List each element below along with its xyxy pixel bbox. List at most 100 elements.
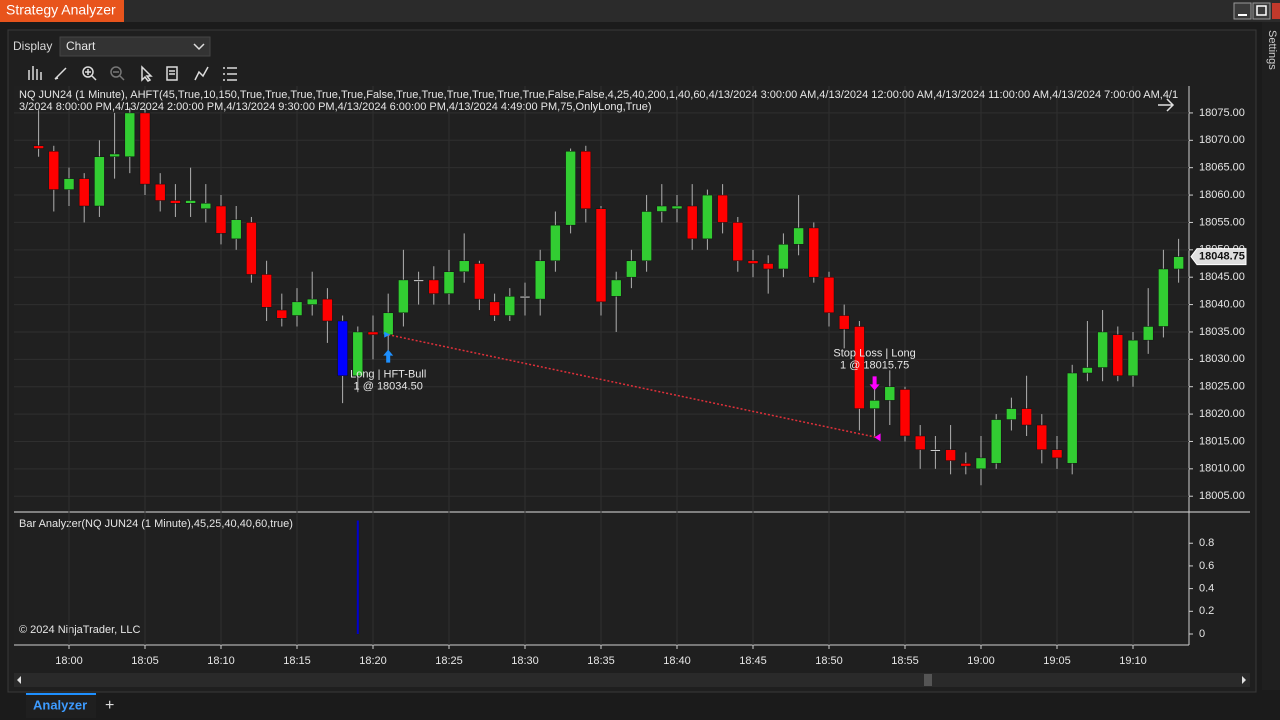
candle-body — [990, 419, 1002, 464]
x-tick-label: 19:00 — [967, 655, 995, 667]
candle-body — [94, 156, 105, 207]
candle-body — [474, 263, 485, 300]
x-tick-label: 18:45 — [739, 655, 767, 667]
y-tick-label: 18030.00 — [1199, 353, 1245, 365]
candle-body — [215, 205, 227, 234]
y-tick-label: 18010.00 — [1199, 463, 1245, 475]
display-value: Chart — [66, 39, 96, 53]
y-tick-label: 18045.00 — [1199, 271, 1245, 283]
x-tick-label: 18:25 — [435, 655, 463, 667]
candle-body — [717, 194, 728, 223]
y-tick-label: 18020.00 — [1199, 408, 1245, 420]
settings-sidebar — [1262, 22, 1280, 690]
candle-body — [1112, 334, 1124, 377]
candle-body — [382, 312, 394, 335]
candle-body — [930, 449, 941, 452]
candle-body — [291, 301, 303, 316]
y-tick-label: 18070.00 — [1199, 134, 1245, 146]
display-dropdown[interactable] — [59, 36, 211, 57]
scroll-thumb[interactable] — [924, 674, 932, 686]
candle-body — [1158, 268, 1169, 327]
x-tick-label: 18:00 — [55, 655, 83, 667]
candle-body — [504, 296, 516, 316]
x-tick-label: 18:10 — [207, 655, 235, 667]
scrollbar[interactable] — [14, 673, 1250, 687]
candle-body — [580, 151, 592, 209]
candle-body — [747, 260, 759, 264]
last-price-box — [1190, 248, 1247, 266]
candle-body — [1082, 367, 1093, 374]
candle-body — [154, 183, 166, 201]
y-tick-label: 0.6 — [1199, 560, 1214, 572]
candle-body — [1142, 326, 1154, 341]
minimize-button[interactable] — [1233, 2, 1252, 20]
candle-body — [884, 386, 896, 401]
candle-body — [1066, 372, 1078, 464]
tab-label[interactable]: Analyzer — [33, 697, 87, 712]
candle-body — [367, 331, 379, 335]
add-tab[interactable]: + — [105, 697, 114, 714]
toolbar — [13, 62, 1250, 86]
toolbar-icons[interactable] — [28, 65, 237, 82]
y-tick-label: 0.4 — [1199, 583, 1214, 595]
candle-body — [1097, 331, 1108, 368]
x-tick-label: 18:05 — [131, 655, 159, 667]
y-tick-label: 18035.00 — [1199, 326, 1245, 338]
candle-body — [778, 244, 789, 270]
candle-body — [428, 279, 440, 294]
trade-detail: 1 @ 18015.75 — [840, 359, 909, 371]
settings-tab[interactable]: Settings — [1266, 30, 1278, 70]
candle-body — [322, 298, 333, 322]
x-tick-label: 18:40 — [663, 655, 691, 667]
x-tick-label: 18:30 — [511, 655, 539, 667]
last-price-label: 18048.75 — [1199, 251, 1245, 263]
candle-body — [109, 153, 120, 157]
candle-body — [808, 227, 820, 278]
candle-body — [641, 211, 652, 262]
candle-body — [139, 112, 151, 185]
candle-body — [413, 279, 424, 282]
y-tick-label: 18025.00 — [1199, 381, 1245, 393]
candle-body — [1173, 256, 1184, 270]
analyzer-tab[interactable] — [26, 694, 96, 718]
candle-body — [200, 203, 212, 209]
candle-body — [398, 279, 409, 314]
candle-body — [762, 263, 774, 270]
y-tick-label: 18040.00 — [1199, 298, 1245, 310]
candle-body — [1006, 408, 1017, 420]
y-tick-label: 18065.00 — [1199, 162, 1245, 174]
candle-body — [489, 301, 500, 316]
trade-label: Stop Loss | Long — [833, 347, 915, 359]
title-bar — [0, 0, 1280, 22]
trade-label: Long | HFT-Bull — [350, 369, 426, 381]
x-tick-label: 18:50 — [815, 655, 843, 667]
x-tick-label: 18:15 — [283, 655, 311, 667]
candle-body — [337, 320, 348, 377]
candle-body — [899, 389, 911, 437]
indicator-title: Bar Analyzer(NQ JUN24 (1 Minute),45,25,4… — [19, 518, 293, 530]
copyright: © 2024 NinjaTrader, LLC — [19, 624, 140, 636]
candle-body — [671, 205, 683, 209]
candle-body — [793, 227, 804, 245]
bar — [356, 520, 359, 634]
candle-body — [230, 219, 242, 240]
candle-body — [702, 194, 713, 240]
candle-body — [63, 178, 75, 190]
scroll-right-arrow[interactable] — [1158, 98, 1175, 112]
app-title: Strategy Analyzer — [6, 2, 116, 18]
candle-body — [626, 260, 637, 278]
x-tick-label: 19:05 — [1043, 655, 1071, 667]
close-button[interactable] — [1272, 3, 1280, 19]
candle-body — [565, 151, 576, 226]
trade-line — [388, 333, 877, 439]
candle-body — [185, 200, 196, 204]
x-tick-label: 19:10 — [1119, 655, 1147, 667]
candle-body — [534, 260, 546, 300]
candle-body — [306, 298, 318, 305]
candle-body — [1021, 408, 1032, 426]
candle-body — [975, 457, 987, 470]
candle-body — [550, 224, 561, 262]
candle-body — [33, 145, 44, 149]
